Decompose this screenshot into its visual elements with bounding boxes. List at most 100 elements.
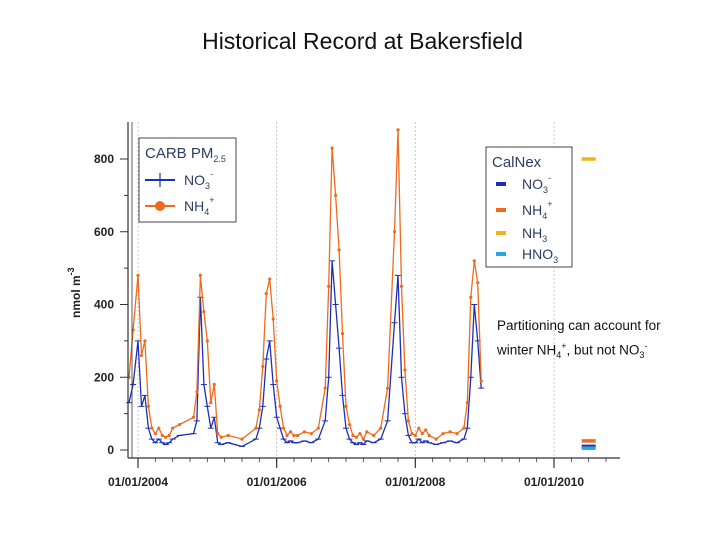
- data-point-nh4: [365, 430, 369, 434]
- data-point-nh4: [198, 273, 202, 277]
- data-point-nh4: [167, 433, 171, 438]
- data-point-nh4: [139, 353, 144, 358]
- x-tick-label: 01/01/2006: [247, 475, 307, 489]
- data-point-nh4: [202, 310, 206, 314]
- data-point-nh4: [403, 368, 407, 372]
- data-point-nh4: [392, 230, 397, 234]
- data-point-nh4: [323, 386, 327, 390]
- legend-calnex-label-hno3: HNO3: [522, 246, 558, 265]
- data-point-nh4: [379, 426, 383, 430]
- legend-label-nh4: NH4+: [184, 195, 215, 217]
- data-point-nh4: [424, 428, 428, 432]
- data-point-nh4: [282, 426, 286, 430]
- data-point-nh4: [455, 432, 459, 436]
- annotation-note: Partitioning can account for winter NH4+…: [497, 316, 717, 365]
- series-line-no3: [128, 260, 482, 448]
- legend-calnex-title: CalNex: [492, 154, 542, 171]
- data-point-nh4: [264, 291, 268, 296]
- data-point-nh4: [143, 339, 147, 343]
- data-point-nh4: [410, 432, 414, 436]
- data-point-nh4: [254, 426, 258, 430]
- data-point-nh4: [157, 426, 161, 430]
- data-point-nh4: [340, 332, 345, 336]
- legend-calnex-label-nh3: NH3: [522, 225, 547, 244]
- data-point-nh4: [337, 248, 341, 252]
- data-point-nh4: [285, 433, 289, 438]
- y-tick-label: 400: [94, 298, 114, 312]
- data-point-nh4: [469, 295, 473, 299]
- data-point-nh4: [219, 435, 223, 439]
- legend-carb-title: CARB PM2.5: [145, 145, 226, 164]
- data-point-nh4: [205, 339, 209, 343]
- x-tick-label: 01/01/2004: [108, 475, 168, 489]
- data-point-nh4: [316, 426, 320, 430]
- data-point-nh4: [209, 401, 213, 405]
- data-point-nh4: [334, 193, 338, 197]
- data-point-nh4: [406, 419, 410, 423]
- y-tick-label: 200: [94, 370, 114, 384]
- series-layer: [125, 128, 485, 448]
- data-point-nh4: [396, 128, 400, 132]
- data-point-nh4: [344, 404, 348, 408]
- data-point-nh4: [150, 426, 154, 430]
- data-point-nh4: [358, 432, 362, 436]
- data-point-nh4: [434, 437, 438, 441]
- data-point-nh4: [171, 426, 175, 430]
- data-point-nh4: [347, 422, 352, 427]
- data-point-nh4: [136, 273, 140, 277]
- legend-marker-nh4: [155, 201, 165, 211]
- legend-calnex: CalNex NO3- NH4+ NH3 HNO3: [485, 146, 573, 268]
- data-point-nh4: [261, 364, 265, 368]
- data-point-nh4: [257, 408, 261, 412]
- data-point-nh4: [160, 433, 164, 438]
- y-tick-label: 800: [94, 152, 114, 166]
- data-point-nh4: [146, 404, 150, 408]
- data-point-nh4: [191, 415, 196, 419]
- data-point-nh4: [164, 435, 168, 439]
- data-point-nh4: [476, 281, 480, 285]
- data-point-nh4: [441, 432, 445, 436]
- y-tick-label: 0: [107, 443, 114, 457]
- data-point-nh4: [278, 404, 282, 408]
- data-point-nh4: [462, 426, 466, 430]
- data-point-nh4: [399, 284, 404, 288]
- data-point-nh4: [292, 433, 296, 438]
- annotation-line1: Partitioning can account for: [497, 318, 661, 333]
- ticks: 0 200 400 600 800 01/01/2004 01/01/2006 01/01/2…: [94, 152, 607, 489]
- annotation-line2: winter NH4+, but not NO3-: [497, 341, 648, 361]
- data-point-nh4: [472, 259, 476, 263]
- data-point-nh4: [351, 433, 355, 438]
- legend-label-no3: NO3-: [184, 169, 213, 191]
- data-point-nh4: [417, 426, 421, 430]
- axes: [127, 122, 620, 459]
- data-point-nh4: [216, 432, 220, 436]
- y-tick-label: 600: [94, 225, 114, 239]
- legend-calnex-label-nh4: NH4+: [522, 199, 553, 221]
- data-point-nh4: [178, 422, 182, 427]
- data-point-nh4: [295, 433, 300, 438]
- data-point-nh4: [427, 433, 431, 438]
- data-point-nh4: [240, 437, 244, 441]
- legend-calnex-label-no3: NO3-: [522, 173, 551, 195]
- slide-title: Historical Record at Bakersfield: [202, 28, 523, 54]
- data-point-nh4: [153, 432, 157, 436]
- data-point-nh4: [448, 430, 452, 434]
- y-axis-label: nmol m-3: [66, 267, 83, 318]
- data-point-nh4: [288, 430, 293, 434]
- data-point-nh4: [413, 433, 417, 438]
- data-point-nh4: [226, 433, 230, 438]
- data-point-nh4: [327, 284, 331, 288]
- data-point-nh4: [479, 379, 483, 383]
- data-point-nh4: [212, 382, 216, 387]
- x-tick-label: 01/01/2008: [385, 475, 445, 489]
- x-tick-label: 01/01/2010: [524, 475, 584, 489]
- data-point-nh4: [361, 437, 365, 441]
- calnex-markers: [581, 157, 596, 450]
- data-point-nh4: [275, 379, 279, 383]
- data-point-nh4: [271, 317, 275, 321]
- legend-carb: CARB PM2.5 NO3- NH4+: [138, 137, 237, 223]
- data-point-nh4: [309, 432, 313, 436]
- data-point-nh4: [302, 430, 306, 434]
- data-point-nh4: [465, 401, 469, 405]
